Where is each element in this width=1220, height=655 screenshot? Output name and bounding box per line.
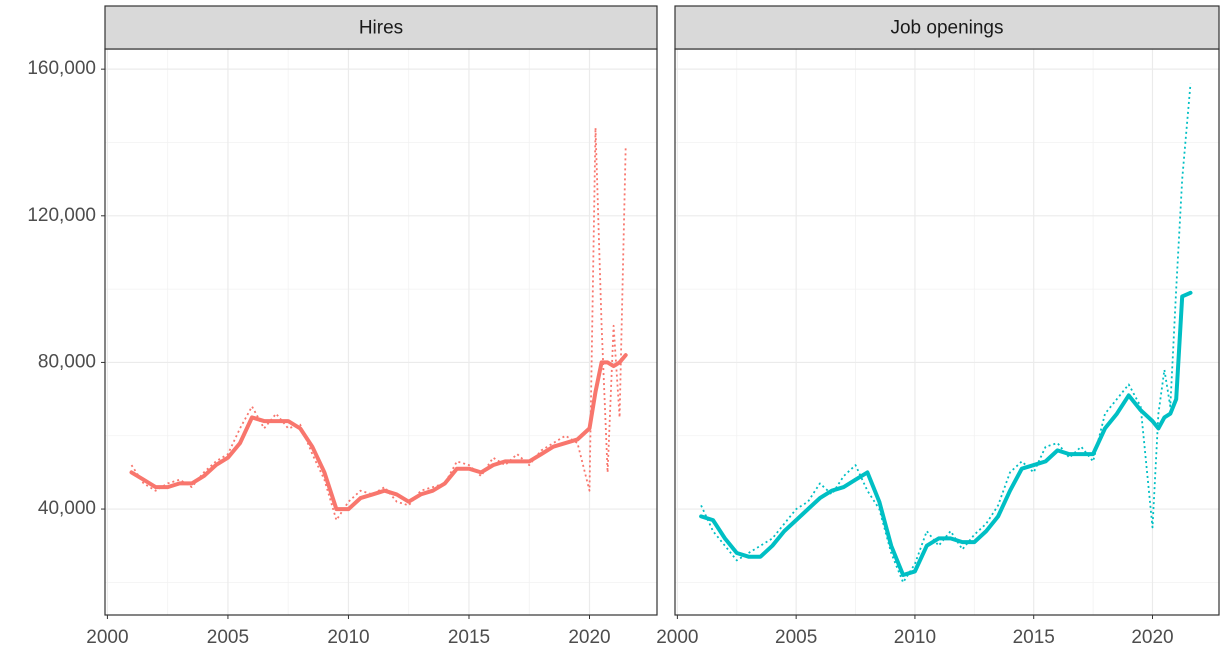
y-tick-label: 80,000 [38, 351, 96, 372]
panel-background [105, 49, 657, 615]
x-tick-label: 2010 [327, 627, 369, 648]
x-tick-label: 2005 [207, 627, 249, 648]
y-tick-label: 120,000 [27, 205, 96, 226]
series-line [699, 290, 1193, 577]
x-tick-label: 2020 [1131, 627, 1173, 648]
strip-title: Hires [359, 18, 403, 39]
x-tick-label: 2020 [568, 627, 610, 648]
y-tick-label: 40,000 [38, 498, 96, 519]
x-tick-label: 2005 [775, 627, 817, 648]
x-tick-label: 2015 [448, 627, 490, 648]
strip [104, 5, 658, 50]
x-tick-label: 2000 [86, 627, 128, 648]
x-tick-label: 2000 [656, 627, 698, 648]
series-line [129, 353, 628, 512]
x-tick-label: 2015 [1013, 627, 1055, 648]
strip [674, 5, 1220, 50]
x-tick-label: 2010 [894, 627, 936, 648]
panel-background [675, 49, 1219, 615]
series-line [130, 126, 627, 521]
strip-title: Job openings [890, 18, 1003, 39]
y-tick-label: 160,000 [27, 58, 96, 79]
series-line [700, 83, 1192, 584]
